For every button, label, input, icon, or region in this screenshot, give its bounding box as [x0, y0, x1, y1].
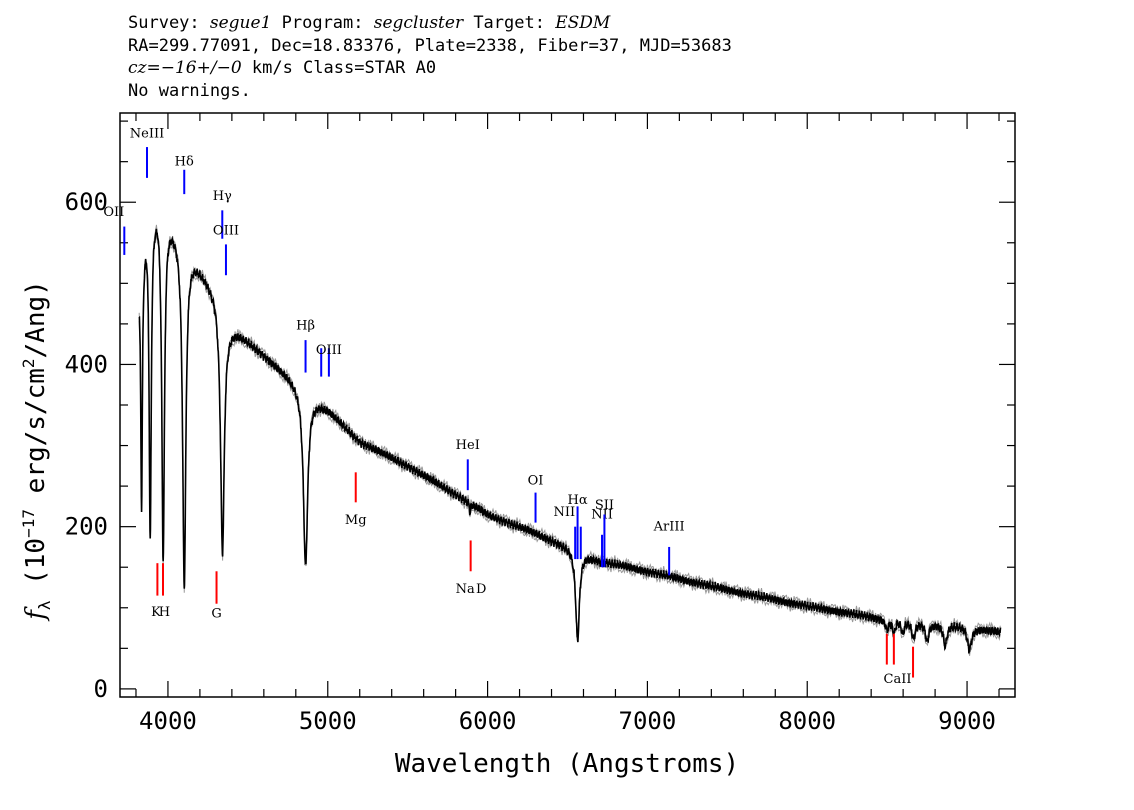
- y-tick-label: 0: [94, 675, 108, 703]
- y-axis-label: fλ (10−17 erg/s/cm2/Ang): [19, 280, 54, 622]
- survey-name: segue1: [209, 13, 272, 33]
- y-tick-label: 400: [65, 350, 108, 378]
- redshift-value: cz=−16+/−0: [128, 58, 242, 78]
- header-line-coordinates: RA=299.77091, Dec=18.83376, Plate=2338, …: [128, 35, 732, 56]
- header-line-redshift: cz=−16+/−0 km/s Class=STAR A0: [128, 58, 437, 78]
- x-tick-label: 9000: [938, 707, 996, 735]
- x-tick-label: 4000: [139, 707, 197, 735]
- emission-label: OII: [103, 205, 124, 220]
- absorption-label: Mg: [345, 513, 367, 528]
- target-name: ESDM: [555, 13, 611, 33]
- y-tick-label: 200: [65, 513, 108, 541]
- absorption-label: Na: [456, 582, 475, 597]
- header-line-warnings: No warnings.: [128, 80, 251, 101]
- absorption-label: K: [151, 605, 161, 620]
- spectrum-error-upper: [138, 224, 1001, 648]
- emission-label: OIII: [316, 343, 342, 358]
- emission-label: Hα: [568, 493, 588, 508]
- emission-label: NeIII: [130, 126, 164, 141]
- spectrum-plot: [138, 224, 1002, 656]
- chart-axes: 4000 5000 6000 7000 8000 9000 0 200 400 600: [65, 112, 1016, 735]
- emission-label: NII: [554, 505, 576, 520]
- x-tick-label: 7000: [619, 707, 677, 735]
- x-axis-label: Wavelength (Angstroms): [395, 749, 739, 779]
- plot-frame: [119, 112, 1016, 698]
- emission-label: HeI: [456, 438, 480, 453]
- emission-label: OI: [528, 473, 544, 488]
- header-line-survey: Survey: segue1 Program: segcluster Targe…: [128, 13, 611, 33]
- emission-label: NII: [591, 508, 613, 523]
- program-name: segcluster: [373, 13, 464, 33]
- spectrum-error-lower: [138, 232, 1001, 656]
- spectrum-header: Survey: segue1 Program: segcluster Targe…: [128, 12, 732, 102]
- x-tick-label: 5000: [299, 707, 357, 735]
- emission-label: Hδ: [175, 155, 194, 170]
- x-tick-label: 8000: [778, 707, 836, 735]
- y-tick-label: 600: [65, 188, 108, 216]
- absorption-label: G: [211, 607, 221, 622]
- emission-label: OIII: [213, 224, 239, 239]
- emission-label: ArIII: [653, 520, 685, 535]
- x-tick-label: 6000: [459, 707, 517, 735]
- absorption-label: D: [476, 582, 486, 597]
- emission-label: Hβ: [296, 319, 315, 334]
- absorption-label: H: [159, 605, 170, 620]
- emission-label: SII: [595, 498, 614, 513]
- spectrum-line: [138, 228, 1002, 654]
- emission-label: Hγ: [213, 189, 232, 204]
- absorption-label: CaII: [884, 672, 912, 687]
- line-markers: OIINeIIIHδHγOIIIHβOIIIHeIOINIIHαNIISIIAr…: [103, 126, 915, 687]
